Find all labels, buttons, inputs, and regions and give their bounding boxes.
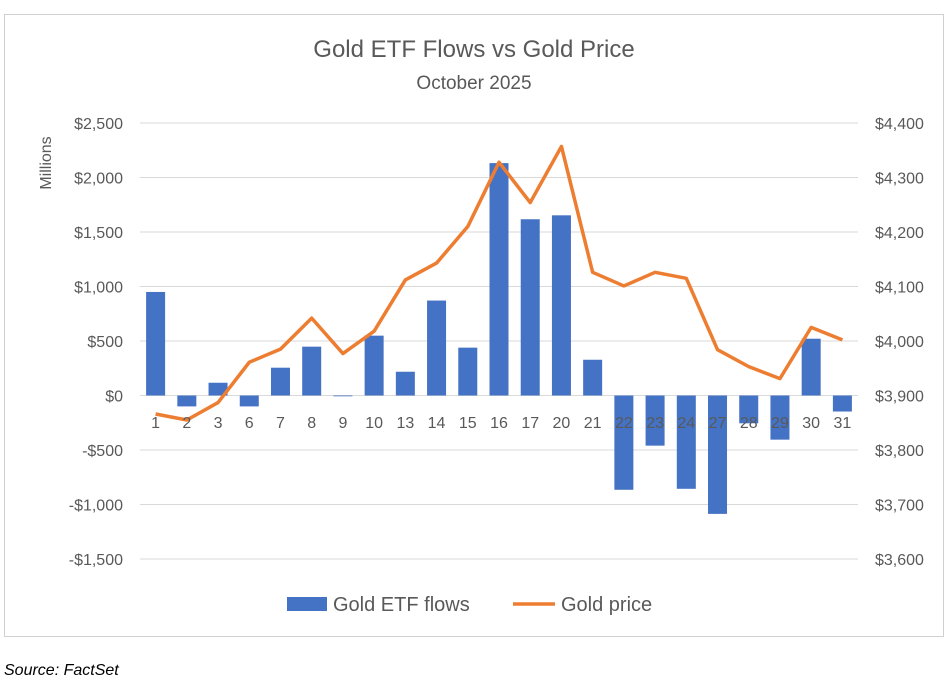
bar-gold-etf-flows (770, 395, 790, 440)
x-tick-label: 30 (802, 415, 820, 432)
x-tick-label: 28 (740, 415, 758, 432)
y-left-tick-label: $0 (105, 389, 123, 406)
bar-gold-etf-flows (708, 395, 728, 514)
bar-gold-etf-flows (739, 395, 759, 424)
bar-gold-etf-flows (395, 371, 415, 396)
bar-gold-etf-flows (458, 347, 478, 396)
y-right-tick-label: $4,100 (875, 280, 924, 297)
bar-gold-etf-flows (302, 346, 322, 396)
y-right-tick-label: $3,800 (875, 443, 924, 460)
x-tick-label: 31 (833, 415, 851, 432)
y-right-tick-label: $4,400 (875, 116, 924, 133)
x-tick-label: 7 (276, 415, 285, 432)
bar-gold-etf-flows (239, 395, 259, 407)
x-tick-label: 27 (709, 415, 727, 432)
y-right-tick-label: $4,000 (875, 334, 924, 351)
y-right-tick-label: $3,900 (875, 389, 924, 406)
x-tick-label: 9 (338, 415, 347, 432)
legend-label-gold-etf-flows: Gold ETF flows (333, 594, 470, 616)
y-right-tick-label: $4,200 (875, 225, 924, 242)
y-left-tick-label: -$1,500 (69, 552, 123, 569)
y-left-tick-label: -$1,000 (69, 498, 123, 515)
x-tick-label: 6 (245, 415, 254, 432)
x-tick-label: 23 (646, 415, 664, 432)
bar-gold-etf-flows (146, 291, 166, 396)
x-tick-label: 14 (428, 415, 446, 432)
source-note: Source: FactSet (4, 662, 119, 679)
y-right-tick-label: $4,300 (875, 171, 924, 188)
x-tick-label: 10 (365, 415, 383, 432)
y-left-tick-label: $1,000 (74, 280, 123, 297)
y-right-tick-label: $3,700 (875, 498, 924, 515)
x-tick-label: 21 (584, 415, 602, 432)
chart-frame (4, 14, 944, 637)
x-tick-label: 22 (615, 415, 633, 432)
x-tick-label: 13 (396, 415, 414, 432)
bar-gold-etf-flows (177, 395, 197, 407)
x-tick-label: 3 (214, 415, 223, 432)
bar-gold-etf-flows (832, 395, 852, 412)
bar-gold-etf-flows (427, 300, 447, 396)
bar-gold-etf-flows (614, 395, 634, 490)
y-left-tick-label: $2,500 (74, 116, 123, 133)
chart-title: Gold ETF Flows vs Gold Price (313, 36, 634, 63)
bar-gold-etf-flows (676, 395, 696, 489)
x-tick-label: 16 (490, 415, 508, 432)
y-left-tick-label: $1,500 (74, 225, 123, 242)
x-tick-label: 20 (553, 415, 571, 432)
x-tick-label: 1 (151, 415, 160, 432)
x-tick-label: 8 (307, 415, 316, 432)
y-left-tick-label: $2,000 (74, 171, 123, 188)
bar-gold-etf-flows (489, 163, 509, 396)
x-tick-label: 15 (459, 415, 477, 432)
bar-gold-etf-flows (208, 382, 228, 396)
x-tick-label: 17 (521, 415, 539, 432)
y-axis-left-label: Millions (38, 136, 55, 189)
bar-gold-etf-flows (333, 395, 353, 397)
y-left-tick-label: -$500 (82, 443, 123, 460)
bar-gold-etf-flows (551, 215, 571, 396)
bar-gold-etf-flows (520, 219, 540, 396)
x-tick-label: 2 (182, 415, 191, 432)
bar-gold-etf-flows (364, 335, 384, 396)
legend-swatch-gold-etf-flows (287, 597, 327, 611)
x-tick-label: 24 (677, 415, 695, 432)
bar-gold-etf-flows (583, 359, 603, 396)
chart-subtitle: October 2025 (416, 73, 531, 94)
y-left-tick-label: $500 (87, 334, 123, 351)
y-right-tick-label: $3,600 (875, 552, 924, 569)
bar-gold-etf-flows (270, 367, 290, 396)
legend-label-gold-price: Gold price (561, 594, 652, 616)
bar-gold-etf-flows (645, 395, 665, 446)
x-tick-label: 29 (771, 415, 789, 432)
bar-gold-etf-flows (801, 338, 821, 396)
